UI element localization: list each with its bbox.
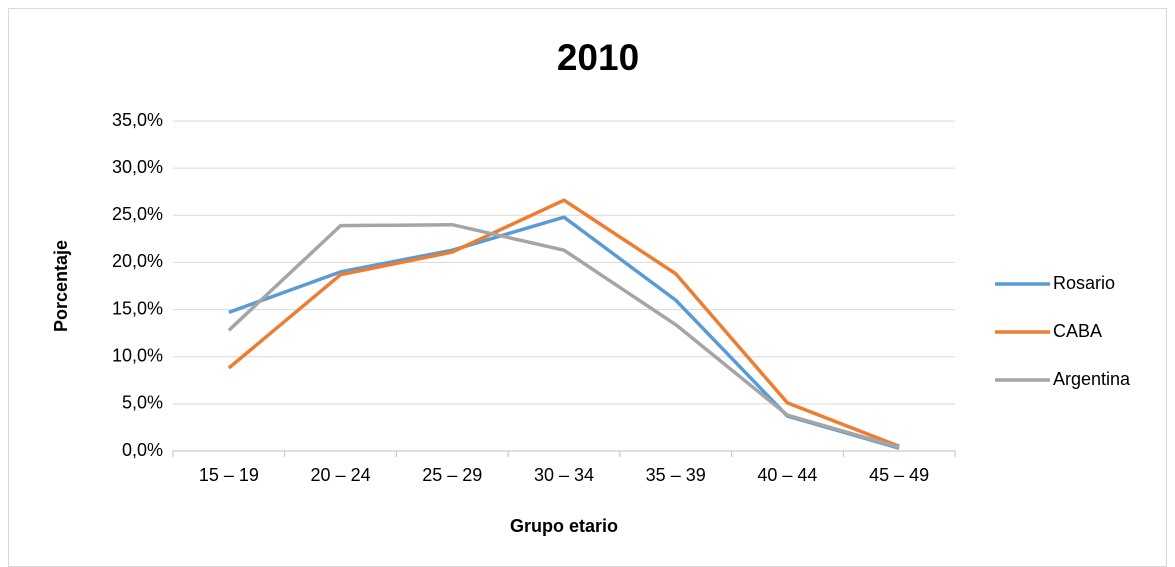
y-axis-label: Porcentaje <box>51 240 71 332</box>
y-tick-label: 10,0% <box>112 345 163 365</box>
series-line <box>227 198 900 448</box>
x-axis-label: Grupo etario <box>510 516 618 536</box>
legend-label: Argentina <box>1053 369 1131 389</box>
legend-label: Rosario <box>1053 273 1115 293</box>
x-tick-label: 25 – 29 <box>422 465 482 485</box>
x-tick-label: 20 – 24 <box>311 465 371 485</box>
y-tick-label: 35,0% <box>112 110 163 130</box>
x-tick-label: 35 – 39 <box>646 465 706 485</box>
chart-border <box>8 8 1167 567</box>
series-line <box>227 222 900 449</box>
y-tick-label: 30,0% <box>112 157 163 177</box>
y-tick-label: 0,0% <box>122 440 163 460</box>
x-tick-label: 45 – 49 <box>869 465 929 485</box>
x-tick-label: 40 – 44 <box>757 465 817 485</box>
x-tick-label: 15 – 19 <box>199 465 259 485</box>
chart-title: 2010 <box>557 37 639 78</box>
y-tick-label: 25,0% <box>112 204 163 224</box>
y-tick-label: 15,0% <box>112 298 163 318</box>
x-tick-label: 30 – 34 <box>534 465 594 485</box>
legend-label: CABA <box>1053 321 1102 341</box>
y-tick-label: 20,0% <box>112 251 163 271</box>
y-tick-label: 5,0% <box>122 393 163 413</box>
